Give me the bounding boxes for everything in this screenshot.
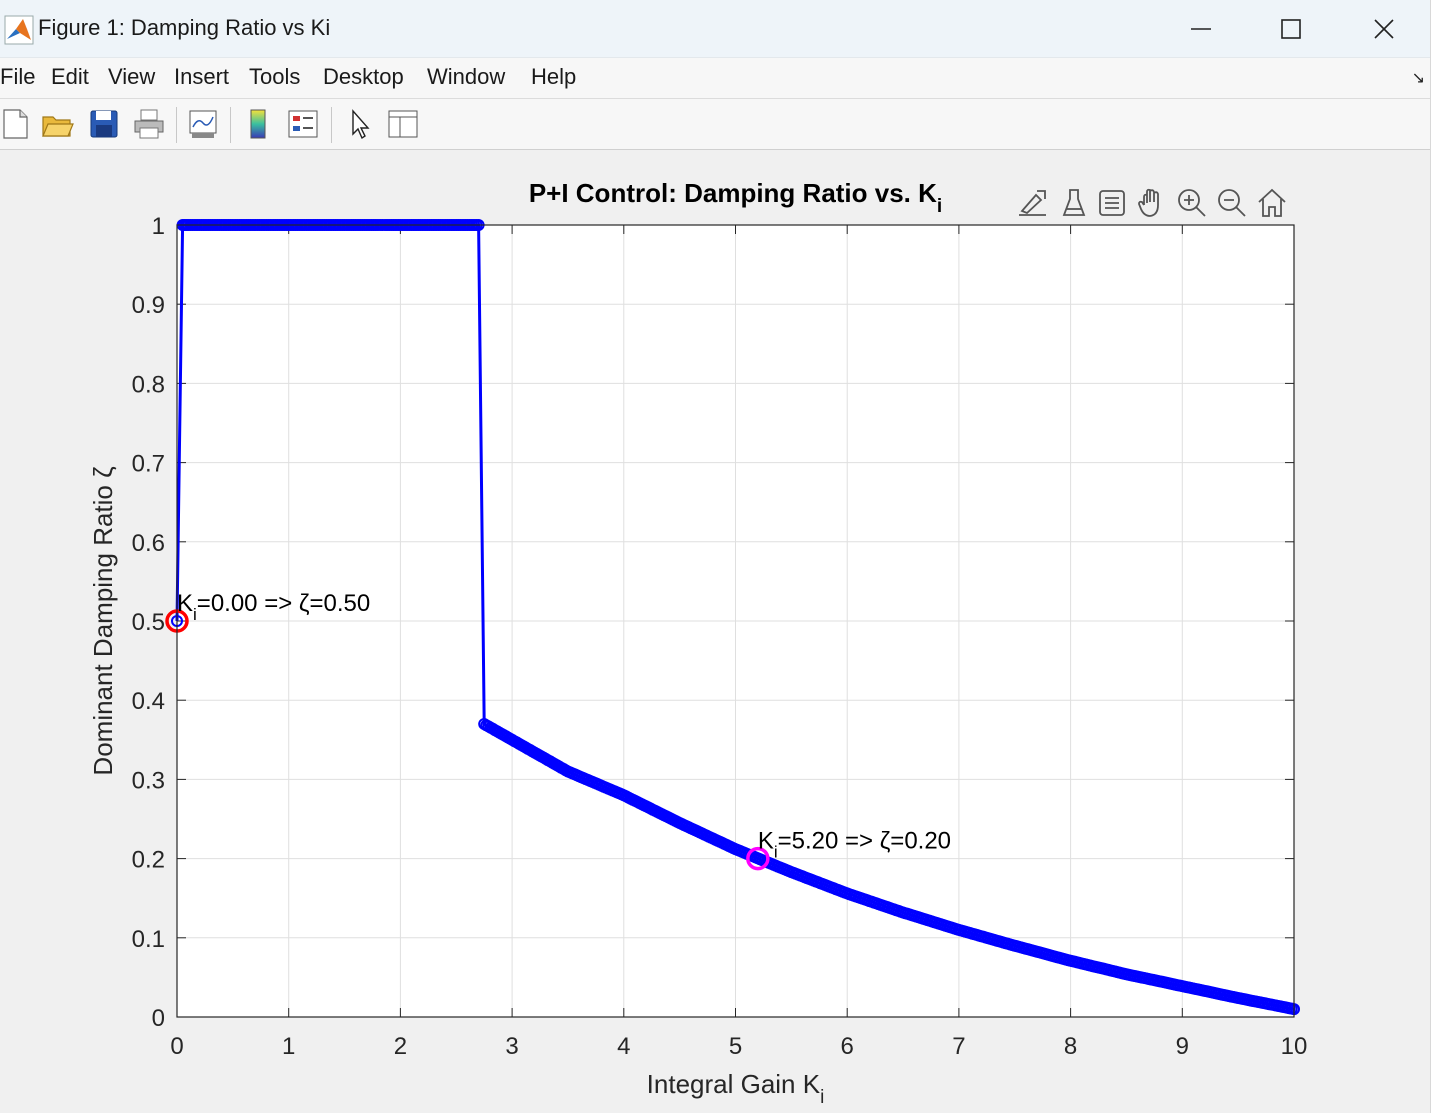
x-tick-label: 2 [394, 1033, 407, 1060]
chart-title: P+I Control: Damping Ratio vs. Ki [529, 178, 942, 217]
x-tick-label: 0 [170, 1033, 183, 1060]
open-file-icon[interactable] [40, 107, 74, 141]
menu-insert[interactable]: Insert [174, 64, 230, 89]
y-tick-label: 0.1 [132, 926, 165, 953]
figure-toolbar [0, 99, 1437, 150]
minimize-icon [1191, 27, 1211, 30]
data-tips-icon[interactable] [1099, 190, 1125, 216]
print-icon[interactable] [132, 107, 166, 141]
x-tick-label: 1 [282, 1033, 295, 1060]
matlab-logo-icon [4, 15, 34, 45]
data-brush-icon[interactable] [1062, 189, 1086, 216]
x-tick-label: 10 [1281, 1033, 1308, 1060]
toolbar-separator [230, 107, 231, 143]
menu-tools[interactable]: Tools [249, 64, 301, 89]
x-tick-label: 3 [505, 1033, 518, 1060]
maximize-icon [1281, 18, 1301, 39]
menu-view[interactable]: View [108, 64, 156, 89]
toolbar-separator [176, 107, 177, 143]
save-icon[interactable] [87, 107, 121, 141]
y-tick-label: 0 [152, 1005, 165, 1032]
brush-export-icon[interactable] [1019, 190, 1046, 216]
y-tick-label: 0.2 [132, 847, 165, 874]
x-tick-label: 8 [1064, 1033, 1077, 1060]
x-tick-label: 5 [729, 1033, 742, 1060]
window-titlebar: Figure 1: Damping Ratio vs Ki [0, 0, 1437, 58]
y-tick-label: 0.3 [132, 767, 165, 794]
y-tick-label: 0.9 [132, 292, 165, 319]
menu-bar: File Edit View Insert Tools Desktop Wind… [0, 58, 1437, 99]
zoom-out-icon[interactable] [1218, 189, 1246, 217]
maximize-button[interactable] [1246, 0, 1336, 57]
menu-help[interactable]: Help [531, 64, 577, 89]
axes-toolbar [1019, 188, 1286, 217]
window-title: Figure 1: Damping Ratio vs Ki [38, 15, 331, 40]
highlight-marker [746, 846, 770, 871]
window-border [1430, 0, 1437, 1113]
property-inspector-icon[interactable] [386, 107, 420, 141]
x-axis-label: Integral Gain Ki [647, 1069, 825, 1108]
y-tick-label: 1 [152, 213, 165, 240]
pan-icon[interactable] [1138, 188, 1159, 217]
y-tick-label: 0.7 [132, 451, 165, 478]
dock-figure-icon[interactable]: ↘ [1411, 68, 1425, 87]
close-icon [1374, 18, 1394, 39]
y-tick-label: 0.5 [132, 609, 165, 636]
x-tick-label: 9 [1176, 1033, 1189, 1060]
tick-labels: 0 1 2 3 4 5 6 7 8 9 10 0 0.1 0.2 0.3 0.4 0.5 0.6 0.7 0.8 0.9… [132, 213, 1308, 1060]
home-icon[interactable] [1258, 188, 1286, 217]
legend-icon[interactable] [286, 107, 320, 141]
y-axis-label: Dominant Damping Ratio ζ [88, 466, 118, 775]
axes-box [176, 224, 1295, 1018]
y-tick-label: 0.4 [132, 688, 165, 715]
toolbar-separator [331, 107, 332, 143]
close-button[interactable] [1339, 0, 1429, 57]
menu-file[interactable]: File [0, 64, 36, 89]
colorbar-icon[interactable] [241, 107, 275, 141]
y-tick-label: 0.6 [132, 530, 165, 557]
menu-edit[interactable]: Edit [51, 64, 89, 89]
minimize-button[interactable] [1156, 0, 1246, 57]
menu-window[interactable]: Window [427, 64, 506, 89]
figure-plot: 0 1 2 3 4 5 6 7 8 9 10 0 0.1 0.2 0.3 0.4 0.5 0.6 0.7 0.8 0.9… [88, 178, 1308, 1108]
pointer-icon[interactable] [343, 107, 377, 141]
zoom-in-icon[interactable] [1178, 189, 1206, 217]
x-tick-label: 7 [952, 1033, 965, 1060]
menu-desktop[interactable]: Desktop [323, 64, 404, 89]
link-plot-icon[interactable] [186, 107, 220, 141]
new-figure-icon[interactable] [0, 107, 34, 141]
y-tick-label: 0.8 [132, 371, 165, 398]
x-tick-label: 6 [841, 1033, 854, 1060]
x-tick-label: 4 [617, 1033, 630, 1060]
